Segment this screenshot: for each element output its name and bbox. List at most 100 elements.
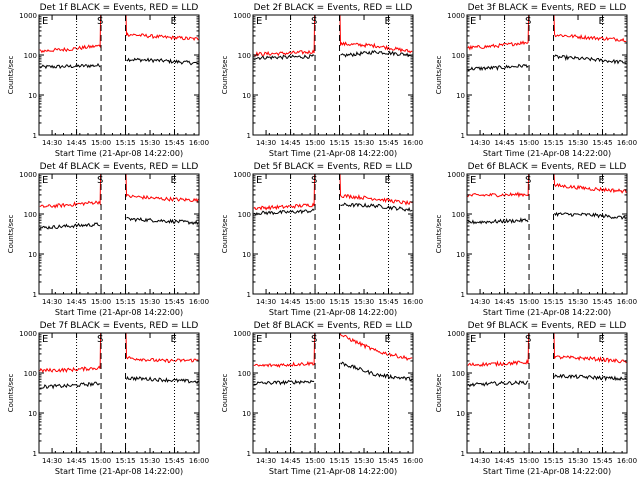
y-axis-label: Counts/sec (7, 215, 15, 254)
panel-det-7: Det 7f BLACK = Events, RED = LLD Counts/s… (7, 321, 209, 476)
lld-series-before (467, 332, 530, 368)
marker-label-s: S (525, 16, 531, 27)
lld-series-before (39, 14, 102, 54)
marker-label-s: S (311, 334, 317, 345)
x-tick-label: 14:30 (256, 457, 276, 465)
y-tick-label: 10 (242, 92, 251, 100)
y-tick-label: 100 (452, 370, 465, 378)
lld-series-after (553, 332, 627, 364)
plot-frame (466, 332, 628, 454)
x-tick-label: 15:00 (91, 457, 111, 465)
y-tick-label: 1 (461, 132, 465, 140)
x-tick-label: 15:45 (164, 298, 184, 306)
x-tick-label: 14:45 (66, 139, 86, 147)
marker-label-end: E (599, 16, 605, 27)
x-tick-label: 15:00 (519, 298, 539, 306)
x-tick-label: 15:00 (305, 457, 325, 465)
y-tick-label: 100 (238, 370, 251, 378)
y-tick-label: 100 (24, 370, 37, 378)
panel-title: Det 5f BLACK = Events, RED = LLD (254, 162, 413, 172)
x-tick-label: 15:45 (592, 298, 612, 306)
panel-det-4: Det 4f BLACK = Events, RED = LLD Counts/s… (7, 162, 209, 317)
x-tick-label: 14:45 (280, 457, 300, 465)
x-tick-label: 15:15 (115, 298, 135, 306)
y-tick-label: 1000 (447, 330, 465, 338)
panel-title: Det 1f BLACK = Events, RED = LLD (40, 3, 199, 13)
y-axis-label: Counts/sec (221, 374, 229, 413)
marker-label-end: E (171, 16, 177, 27)
x-tick-label: 16:00 (189, 139, 209, 147)
x-tick-label: 14:30 (470, 457, 490, 465)
y-tick-label: 10 (456, 410, 465, 418)
y-axis-label: Counts/sec (7, 374, 15, 413)
x-tick-label: 15:15 (329, 298, 349, 306)
x-tick-label: 15:15 (115, 139, 135, 147)
plot-frame (252, 173, 414, 295)
y-tick-label: 10 (28, 251, 37, 259)
panel-title: Det 6f BLACK = Events, RED = LLD (468, 162, 627, 172)
y-tick-label: 1 (247, 450, 251, 458)
x-tick-label: 15:15 (543, 457, 563, 465)
x-axis-label: Start Time (21-Apr-08 14:22:00) (483, 149, 611, 158)
events-series-before (39, 381, 101, 390)
marker-label-s: S (97, 175, 103, 186)
marker-label-start: E (470, 175, 476, 186)
events-series-after (340, 50, 413, 58)
x-tick-label: 14:30 (42, 298, 62, 306)
plot-frame (38, 173, 200, 295)
panel-title: Det 8f BLACK = Events, RED = LLD (254, 321, 413, 331)
x-tick-label: 16:00 (617, 139, 637, 147)
x-tick-label: 15:45 (164, 457, 184, 465)
x-tick-label: 15:00 (305, 298, 325, 306)
plot-frame (252, 332, 414, 454)
panel-title: Det 7f BLACK = Events, RED = LLD (40, 321, 199, 331)
x-tick-label: 15:15 (543, 139, 563, 147)
x-tick-label: 14:30 (470, 298, 490, 306)
events-series-after (554, 54, 627, 65)
lld-series-after (339, 332, 413, 362)
x-tick-label: 14:45 (280, 298, 300, 306)
x-tick-label: 16:00 (617, 457, 637, 465)
x-tick-label: 16:00 (403, 457, 423, 465)
y-tick-label: 100 (238, 52, 251, 60)
x-tick-label: 15:30 (354, 139, 374, 147)
marker-label-s: S (311, 16, 317, 27)
plot-frame (38, 332, 200, 454)
marker-label-end: E (171, 334, 177, 345)
x-axis-label: Start Time (21-Apr-08 14:22:00) (483, 308, 611, 317)
x-axis-label: Start Time (21-Apr-08 14:22:00) (55, 308, 183, 317)
x-tick-label: 15:45 (378, 457, 398, 465)
x-tick-label: 15:00 (519, 457, 539, 465)
x-tick-label: 14:45 (494, 298, 514, 306)
y-axis-label: Counts/sec (435, 215, 443, 254)
x-tick-label: 15:15 (329, 139, 349, 147)
events-series-before (253, 208, 315, 216)
y-axis-label: Counts/sec (435, 56, 443, 95)
marker-label-s: S (525, 334, 531, 345)
events-series-before (39, 222, 101, 230)
lld-series-before (253, 332, 316, 368)
x-tick-label: 14:30 (470, 139, 490, 147)
y-tick-label: 1 (33, 132, 37, 140)
panel-det-6: Det 6f BLACK = Events, RED = LLD Counts/s… (435, 162, 637, 317)
x-tick-label: 16:00 (403, 298, 423, 306)
lld-series-before (39, 173, 102, 209)
x-axis-label: Start Time (21-Apr-08 14:22:00) (269, 467, 397, 476)
x-tick-label: 14:30 (42, 457, 62, 465)
y-tick-label: 1 (33, 450, 37, 458)
marker-label-end: E (385, 334, 391, 345)
x-tick-label: 15:15 (543, 298, 563, 306)
y-tick-label: 10 (28, 92, 37, 100)
lld-series-after (339, 14, 413, 54)
events-series-after (340, 361, 413, 382)
marker-label-start: E (42, 175, 48, 186)
events-series-after (126, 57, 199, 66)
x-axis-label: Start Time (21-Apr-08 14:22:00) (269, 149, 397, 158)
x-tick-label: 15:45 (378, 139, 398, 147)
events-series-after (126, 375, 199, 384)
panel-title: Det 4f BLACK = Events, RED = LLD (40, 162, 199, 172)
marker-label-start: E (42, 16, 48, 27)
y-tick-label: 10 (242, 410, 251, 418)
events-series-before (39, 62, 101, 70)
